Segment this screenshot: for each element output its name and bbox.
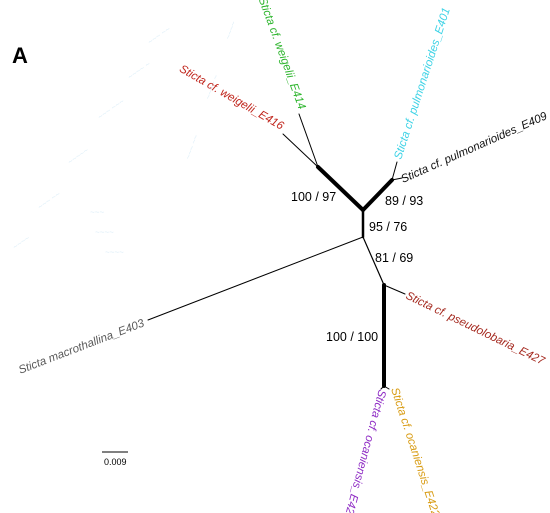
branch-to-e422 (383, 385, 390, 390)
branch-to-e409 (391, 177, 403, 181)
branch-center-to-pulmonarioides-node (361, 178, 394, 212)
support-value-lower-node: 81 / 69 (375, 251, 413, 265)
branch-to-e414 (298, 113, 319, 168)
branch-to-e401 (391, 161, 398, 181)
svg-text:~~~ ~~~: ~~~ ~~~ (96, 97, 126, 122)
panel-label: A (12, 43, 28, 68)
scale-bar-label: 0.009 (104, 457, 127, 467)
branch-to-e424 (380, 385, 385, 390)
svg-text:~~~~: ~~~~ (223, 20, 238, 41)
taxon-label-e401: Sticta cf. pulmonarioides_E401 (392, 6, 452, 160)
branch-to-e403 (147, 236, 364, 321)
branch-to-e416 (282, 133, 319, 168)
svg-text:~~~~ ~: ~~~~ ~ (126, 59, 152, 81)
support-value-center-node: 95 / 76 (369, 220, 407, 234)
support-value-weigelii-node: 100 / 97 (291, 190, 336, 204)
branch-lower-to-ocaniensis-node (362, 236, 385, 286)
support-value-ocaniensis-node: 100 / 100 (326, 330, 378, 344)
support-value-pulmonarioides-node: 89 / 93 (385, 194, 423, 208)
branch-to-e427 (383, 284, 406, 295)
taxon-label-e416: Sticta cf. weigelii_E416 (177, 63, 286, 133)
branch-center-to-weigelii-node (316, 165, 365, 212)
ghost-artifacts: ~~~ ~~ ~~~~ ~ ~~~ ~~~ ~~~~~ ~~~ ~~ ~~~~ … (11, 20, 238, 257)
svg-text:~~~: ~~~ (90, 208, 104, 217)
taxon-label-e403: Sticta macrothallina_E403 (17, 317, 147, 376)
svg-text:~~~ ~~: ~~~ ~~ (36, 189, 62, 211)
taxon-label-e422: Sticta cf. ocaniensis_E422 (388, 386, 441, 513)
svg-text:~~~ ~~: ~~~ ~~ (183, 133, 200, 160)
taxon-label-e427: Sticta cf. pseudolobaria_E427 (404, 290, 547, 368)
taxon-label-e409: Sticta cf. pulmonarioides_E409 (399, 110, 549, 186)
scale-bar: 0.009 (102, 451, 128, 467)
svg-text:~~~~~: ~~~~~ (66, 146, 91, 167)
svg-text:~~~~: ~~~~ (11, 233, 32, 251)
tree-branches (147, 113, 406, 390)
svg-text:~~~~: ~~~~ (95, 228, 114, 237)
svg-text:~~~ ~~: ~~~ ~~ (146, 24, 172, 46)
taxon-label-e424: Sticta cf. ocaniensis_E424 (341, 388, 388, 513)
taxon-label-e414: Sticta cf. weigelii_E414 (256, 0, 308, 111)
svg-text:~~~~: ~~~~ (105, 248, 124, 257)
